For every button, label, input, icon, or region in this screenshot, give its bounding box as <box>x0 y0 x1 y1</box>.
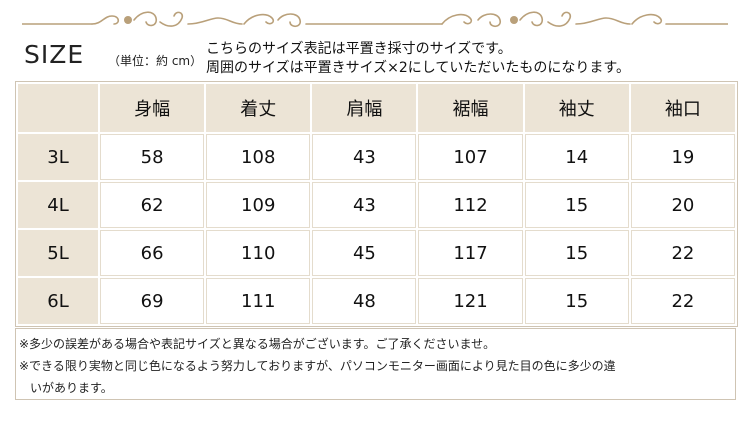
table-cell: 112 <box>418 182 523 228</box>
unit-label: （単位：約 cm） <box>108 54 203 68</box>
column-header-length: 着丈 <box>206 84 311 132</box>
decorative-scroll-border <box>22 4 728 34</box>
table-row: 5L 66 110 45 117 15 22 <box>18 230 735 276</box>
measurement-note-line-2: 周囲のサイズは平置きサイズ×2にしていただいたものになります。 <box>206 60 630 76</box>
table-cell: 22 <box>630 230 735 276</box>
size-title-area: SIZE （単位：約 cm） こちらのサイズ表記は平置き採寸のサイズです。 周囲… <box>22 38 748 78</box>
table-cell: 107 <box>418 134 523 180</box>
table-cell: 14 <box>524 134 629 180</box>
table-cell: 111 <box>206 278 311 324</box>
measurement-note: こちらのサイズ表記は平置き採寸のサイズです。 周囲のサイズは平置きサイズ×2にし… <box>206 40 630 78</box>
row-size-label: 4L <box>18 182 98 228</box>
table-cell: 20 <box>630 182 735 228</box>
column-header-sleeve-length: 袖丈 <box>524 84 629 132</box>
table-cell: 43 <box>312 182 417 228</box>
row-size-label: 3L <box>18 134 98 180</box>
table-row: 4L 62 109 43 112 15 20 <box>18 182 735 228</box>
footnote-color-line-1: ※できる限り実物と同じ色になるよう努力しておりますが、パソコンモニター画面により… <box>19 359 616 373</box>
table-cell: 62 <box>100 182 205 228</box>
table-cell: 110 <box>206 230 311 276</box>
table-cell: 45 <box>312 230 417 276</box>
table-cell: 43 <box>312 134 417 180</box>
corner-cell <box>18 84 98 132</box>
table-cell: 15 <box>524 230 629 276</box>
footnote-variance: ※多少の誤差がある場合や表記サイズと異なる場合がございます。ご了承くださいませ。 <box>19 337 496 351</box>
table-row: 3L 58 108 43 107 14 19 <box>18 134 735 180</box>
table-cell: 22 <box>630 278 735 324</box>
table-cell: 66 <box>100 230 205 276</box>
table-cell: 15 <box>524 278 629 324</box>
measurement-note-line-1: こちらのサイズ表記は平置き採寸のサイズです。 <box>206 41 512 57</box>
table-cell: 69 <box>100 278 205 324</box>
column-header-cuff: 袖口 <box>630 84 735 132</box>
column-header-hem: 裾幅 <box>418 84 523 132</box>
table-cell: 58 <box>100 134 205 180</box>
table-cell: 48 <box>312 278 417 324</box>
column-header-body-width: 身幅 <box>100 84 205 132</box>
table-cell: 121 <box>418 278 523 324</box>
footnotes-box: ※多少の誤差がある場合や表記サイズと異なる場合がございます。ご了承くださいませ。… <box>15 328 736 400</box>
size-chart-table: 身幅 着丈 肩幅 裾幅 袖丈 袖口 3L 58 108 43 107 14 19… <box>15 81 738 327</box>
table-cell: 108 <box>206 134 311 180</box>
table-cell: 15 <box>524 182 629 228</box>
size-heading: SIZE <box>24 40 85 69</box>
row-size-label: 6L <box>18 278 98 324</box>
table-cell: 117 <box>418 230 523 276</box>
column-header-shoulder: 肩幅 <box>312 84 417 132</box>
table-cell: 109 <box>206 182 311 228</box>
table-cell: 19 <box>630 134 735 180</box>
row-size-label: 5L <box>18 230 98 276</box>
footnote-color-line-2: いがあります。 <box>30 381 113 395</box>
table-header-row: 身幅 着丈 肩幅 裾幅 袖丈 袖口 <box>18 84 735 132</box>
table-row: 6L 69 111 48 121 15 22 <box>18 278 735 324</box>
